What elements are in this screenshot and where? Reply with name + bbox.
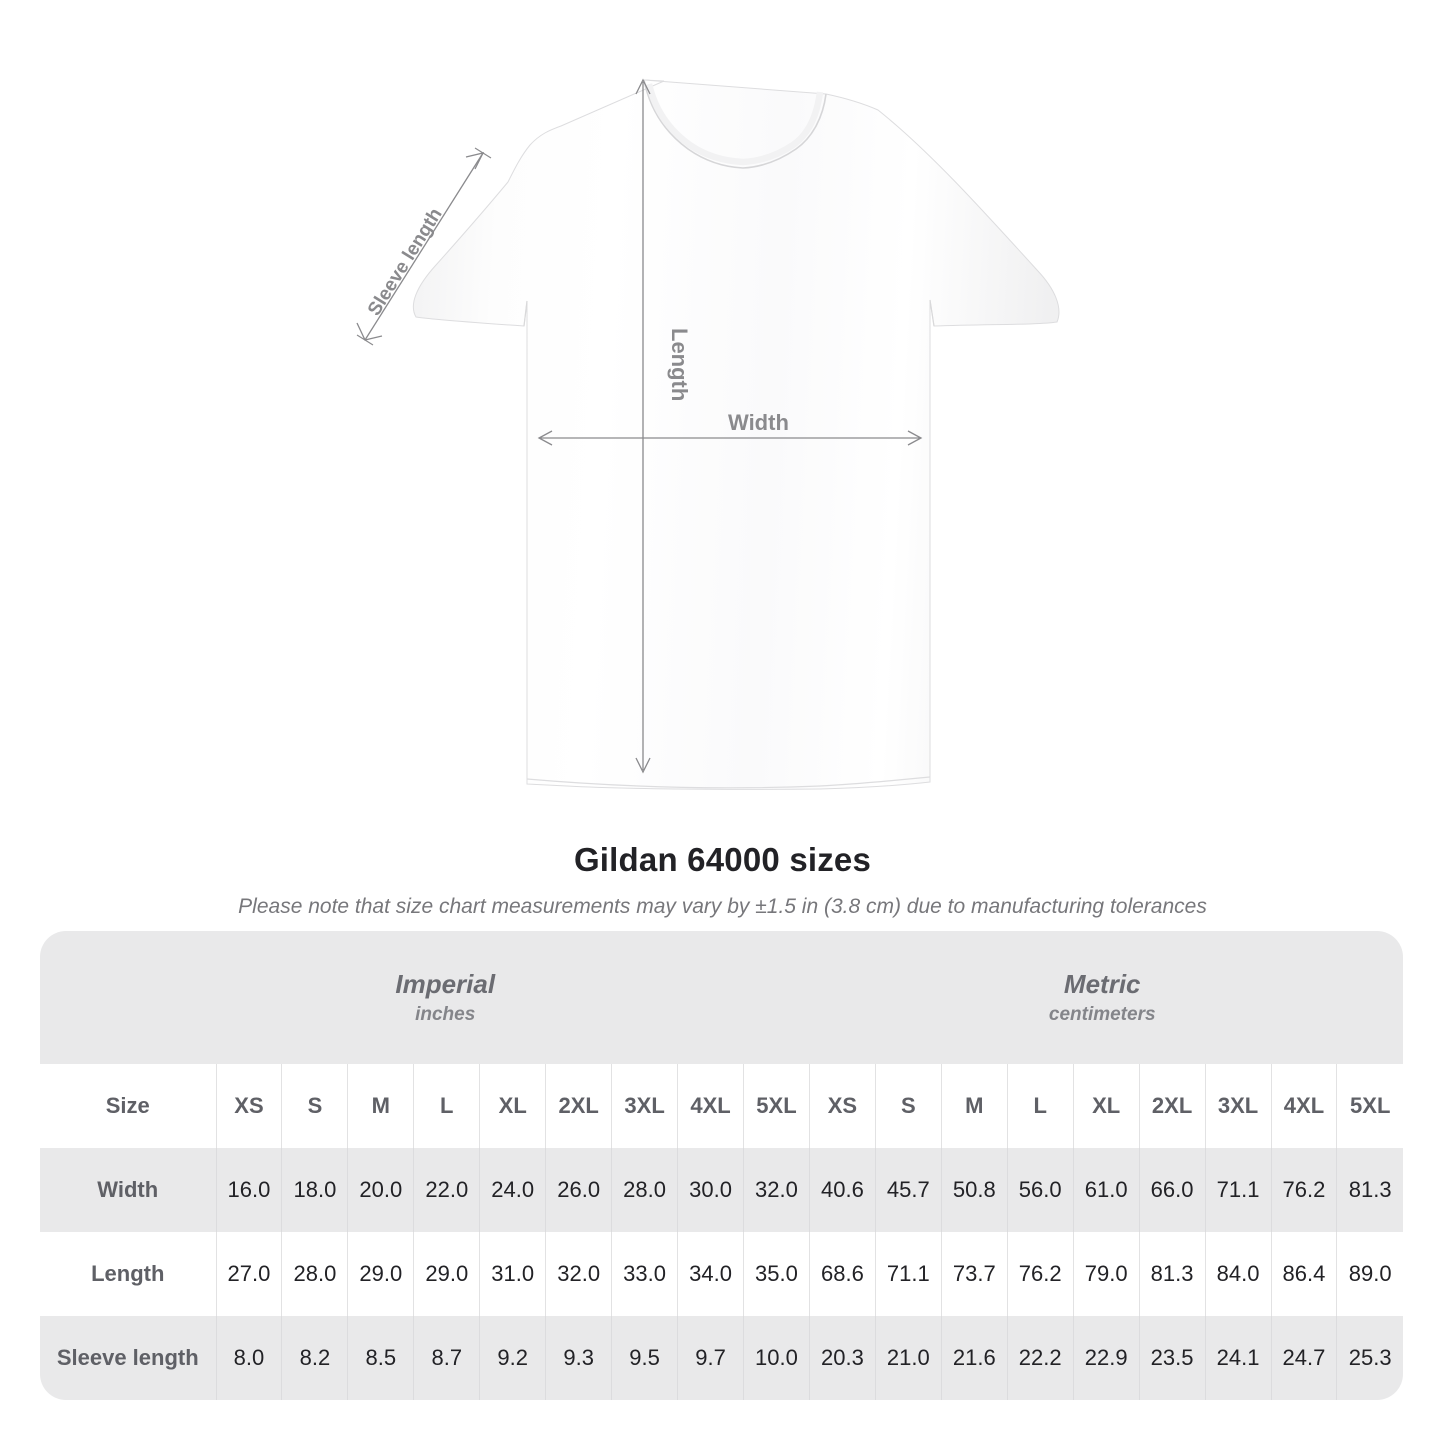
- svg-text:Length: Length: [667, 328, 692, 401]
- svg-text:Width: Width: [728, 410, 789, 435]
